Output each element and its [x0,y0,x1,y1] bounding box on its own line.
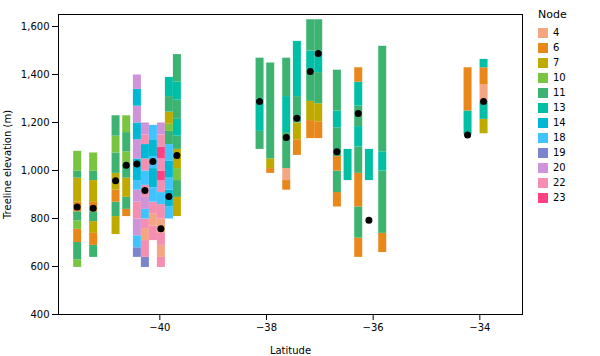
svg-text:Treeline elevation (m): Treeline elevation (m) [2,110,13,220]
html-text:6: 6 [553,42,560,53]
svg-text:−38: −38 [256,322,277,333]
html-text:Node: Node [538,8,567,21]
svg-text:800: 800 [30,213,49,224]
html-text:23: 23 [553,192,566,203]
html-text:7: 7 [553,57,560,68]
svg-text:1,200: 1,200 [21,117,50,128]
html-text:20: 20 [553,162,566,173]
html-text:22: 22 [553,177,566,188]
html-text:18: 18 [553,132,566,143]
svg-text:−40: −40 [149,322,170,333]
svg-text:600: 600 [30,261,49,272]
html-text:11: 11 [553,87,566,98]
html-text:10: 10 [553,72,566,83]
svg-text:−36: −36 [363,322,384,333]
svg-text:1,600: 1,600 [21,21,50,32]
svg-text:Latitude: Latitude [270,345,311,356]
svg-text:−34: −34 [469,322,490,333]
svg-text:1,400: 1,400 [21,69,50,80]
svg-text:1,000: 1,000 [21,165,50,176]
html-text:14: 14 [553,117,566,128]
html-text:19: 19 [553,147,566,158]
svg-text:400: 400 [30,309,49,320]
html-text:4: 4 [553,27,560,38]
html-text:13: 13 [553,102,566,113]
